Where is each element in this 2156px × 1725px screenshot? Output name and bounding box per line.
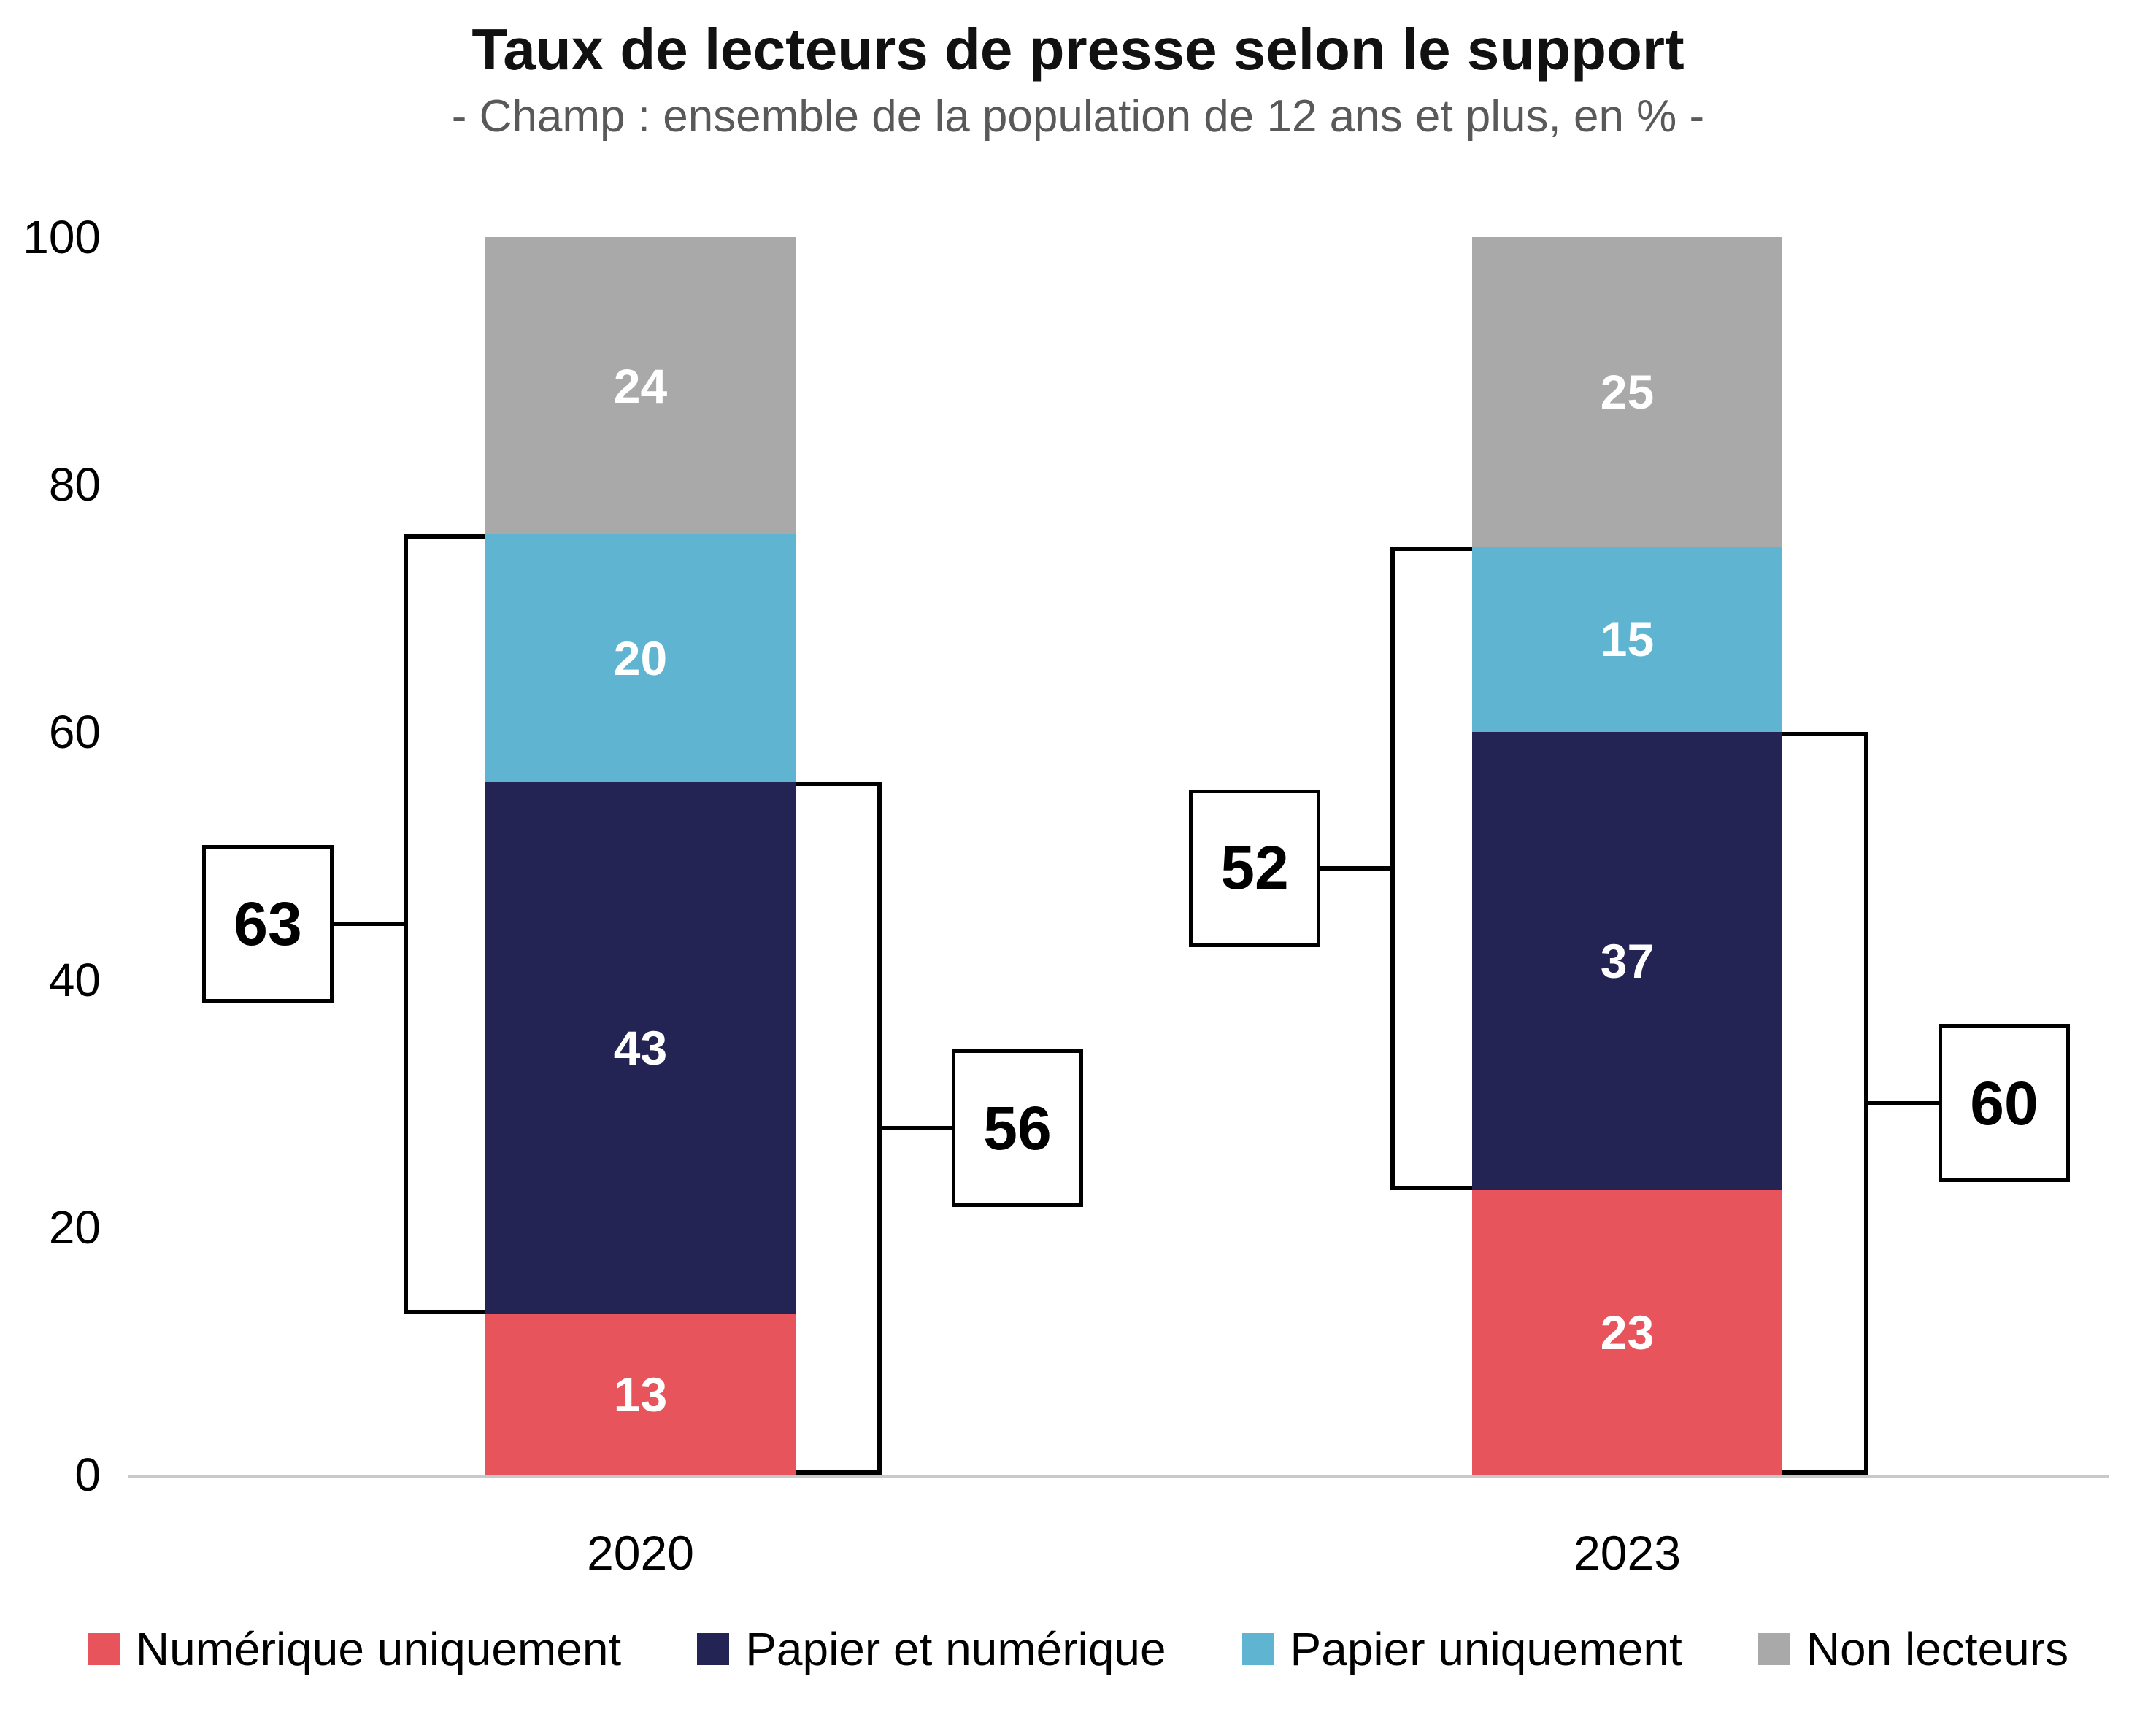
bar-segment-2023-non-lecteurs: 25: [1472, 237, 1782, 547]
y-axis-tick-100: 100: [23, 211, 101, 263]
segment-value-label-2023-papier-et-numerique: 37: [1600, 934, 1655, 989]
y-axis-tick-80: 80: [48, 458, 101, 512]
chart-subtitle: - Champ : ensemble de la population de 1…: [451, 91, 1705, 142]
bracket-vertical-line: [404, 534, 408, 1314]
bracket-connector: [1868, 1101, 1939, 1106]
segment-value-label-2020-papier-uniquement: 20: [613, 630, 668, 685]
bracket-label-63: 63: [202, 845, 334, 1003]
legend-label: Numérique uniquement: [135, 1623, 622, 1675]
bracket-top-arm: [1390, 547, 1472, 551]
segment-value-label-2023-non-lecteurs: 25: [1600, 365, 1655, 419]
segment-value-label-2020-papier-et-numerique: 43: [613, 1020, 668, 1075]
bar-segment-2023-numerique-uniquement: 23: [1472, 1189, 1782, 1475]
legend-label: Non lecteurs: [1806, 1623, 2069, 1675]
x-axis-line: [128, 1475, 2109, 1478]
bracket-vertical-line: [1864, 732, 1868, 1475]
legend-label: Papier uniquement: [1290, 1623, 1682, 1675]
bracket-bottom-arm: [404, 1309, 485, 1314]
y-axis-tick-60: 60: [48, 706, 101, 759]
bracket-bottom-arm: [1390, 1185, 1472, 1190]
bracket-top-arm: [1782, 732, 1864, 737]
chart-header: Taux de lecteurs de presse selon le supp…: [0, 16, 2156, 142]
legend-swatch-icon: [1757, 1633, 1790, 1665]
bracket-vertical-line: [1390, 547, 1395, 1190]
legend-label: Papier et numérique: [745, 1623, 1166, 1675]
y-axis-tick-0: 0: [74, 1448, 101, 1501]
legend-item-papier-et-numerique: Papier et numérique: [697, 1622, 1166, 1676]
segment-value-label-2020-numerique-uniquement: 13: [613, 1367, 668, 1421]
x-axis-label-2020: 2020: [587, 1526, 694, 1580]
bracket-label-52: 52: [1189, 789, 1320, 947]
legend-swatch-icon: [1241, 1633, 1274, 1665]
bar-segment-2020-non-lecteurs: 24: [485, 237, 796, 535]
bracket-bottom-arm: [796, 1470, 882, 1475]
bar-segment-2023-papier-uniquement: 15: [1472, 547, 1782, 733]
segment-value-label-2023-papier-uniquement: 15: [1600, 612, 1655, 667]
legend-item-papier-uniquement: Papier uniquement: [1241, 1622, 1682, 1676]
segment-value-label-2023-numerique-uniquement: 23: [1600, 1305, 1655, 1359]
legend-swatch-icon: [87, 1633, 120, 1665]
legend-item-numerique-uniquement: Numérique uniquement: [87, 1622, 622, 1676]
bracket-label-60: 60: [1939, 1024, 2070, 1183]
bracket-bottom-arm: [1782, 1470, 1868, 1475]
legend: Numérique uniquement Papier et numérique P…: [0, 1614, 2156, 1684]
bracket-connector: [334, 922, 404, 927]
legend-swatch-icon: [697, 1633, 730, 1665]
legend-item-non-lecteurs: Non lecteurs: [1757, 1622, 2069, 1676]
y-axis-tick-20: 20: [48, 1200, 101, 1254]
x-axis-label-2023: 2023: [1574, 1526, 1681, 1580]
bar-segment-2020-papier-uniquement: 20: [485, 534, 796, 782]
bracket-connector: [1320, 865, 1390, 871]
bracket-vertical-line: [877, 782, 882, 1475]
bar-segment-2020-papier-et-numerique: 43: [485, 782, 796, 1314]
bracket-label-56: 56: [952, 1049, 1083, 1208]
bar-segment-2020-numerique-uniquement: 13: [485, 1313, 796, 1475]
bracket-connector: [882, 1126, 952, 1131]
segment-value-label-2020-non-lecteurs: 24: [613, 358, 668, 413]
chart-title: Taux de lecteurs de presse selon le supp…: [471, 17, 1685, 82]
bar-segment-2023-papier-et-numerique: 37: [1472, 732, 1782, 1190]
bracket-top-arm: [796, 782, 877, 787]
y-axis-tick-40: 40: [48, 953, 101, 1006]
bracket-top-arm: [404, 534, 485, 539]
